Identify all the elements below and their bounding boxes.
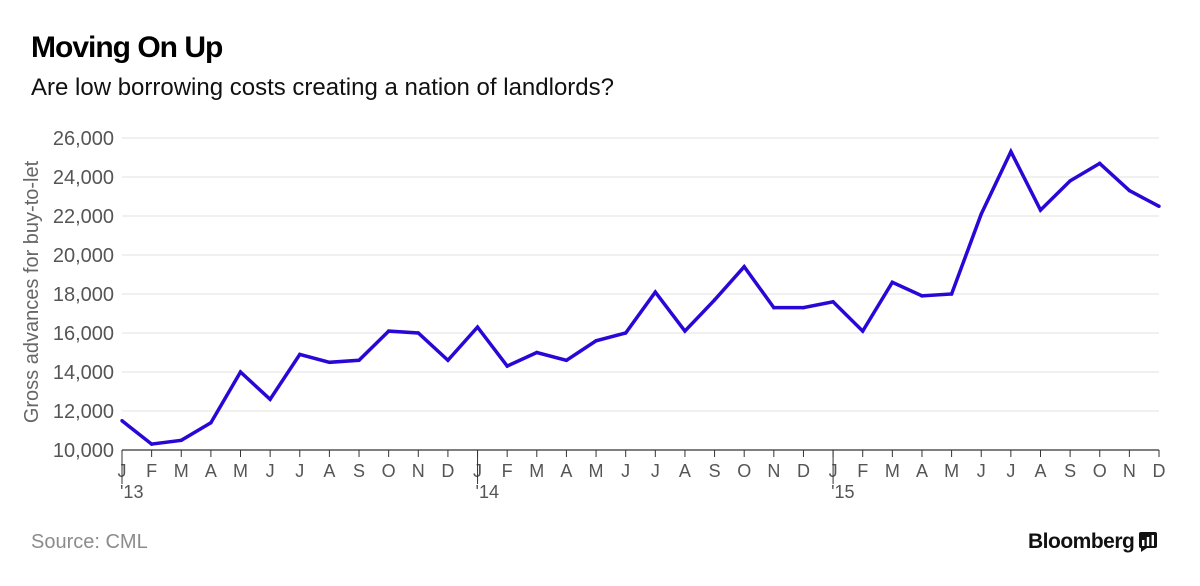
x-tick-label: J [651, 461, 660, 481]
x-tick-label: J [266, 461, 275, 481]
x-tick-label: A [1034, 461, 1046, 481]
data-point [416, 331, 420, 335]
x-tick-label: A [323, 461, 335, 481]
data-point [149, 442, 154, 446]
y-tick-label: 16,000 [53, 323, 114, 345]
y-tick-label: 12,000 [53, 401, 114, 423]
chart-title: Moving On Up [31, 31, 223, 64]
x-tick-label: D [441, 461, 454, 481]
x-tick-label: A [679, 461, 691, 481]
y-tick-label: 10,000 [53, 440, 114, 462]
series-layer [120, 147, 1161, 446]
x-tick-label: M [885, 461, 900, 481]
x-tick-label: S [353, 461, 365, 481]
data-point [1038, 208, 1043, 212]
y-tick-label: 18,000 [53, 284, 114, 306]
data-point [357, 358, 361, 362]
brand-name: Bloomberg [1028, 530, 1135, 553]
data-point [238, 370, 243, 374]
data-point [653, 290, 658, 294]
x-axis: J F M A M J J A S O N D J F M A M J J A S O N D J F M A M J J A S O N D'13 '… [118, 449, 1166, 502]
data-point [179, 438, 183, 442]
data-point [1009, 149, 1013, 154]
data-point [1098, 161, 1102, 166]
series-line [120, 147, 1160, 446]
data-point [1157, 204, 1161, 208]
grid-lines [122, 137, 1159, 412]
y-axis-label: Gross advances for buy-to-let [21, 160, 43, 423]
x-tick-label: S [709, 461, 721, 481]
data-point [268, 397, 272, 401]
x-tick-label: O [1093, 461, 1107, 481]
x-tick-label: M [529, 461, 544, 481]
y-tick-label: 24,000 [53, 167, 114, 189]
x-tick-label: N [1123, 461, 1136, 481]
x-tick-label: A [916, 461, 928, 481]
x-tick-label: J [1006, 461, 1015, 481]
data-point [772, 305, 776, 310]
data-point [564, 358, 569, 362]
x-tick-label: D [1153, 461, 1166, 481]
data-point [920, 294, 924, 298]
x-tick-label: N [412, 461, 425, 481]
x-tick-label: J [977, 461, 986, 481]
data-point [386, 329, 391, 333]
x-tick-label: S [1064, 461, 1076, 481]
x-tick-label: M [233, 461, 248, 481]
year-label: '15 [831, 482, 854, 502]
data-point [801, 305, 806, 310]
x-tick-label: F [146, 461, 157, 481]
x-tick-label: M [589, 461, 604, 481]
data-point [446, 358, 450, 362]
data-point [861, 329, 865, 333]
x-tick-label: D [797, 461, 810, 481]
data-point [298, 352, 302, 357]
data-point [120, 419, 124, 423]
data-point [683, 329, 687, 333]
x-tick-label: M [944, 461, 959, 481]
x-tick-label: A [560, 461, 572, 481]
data-point [831, 300, 835, 304]
data-point [623, 331, 628, 335]
x-tick-label: F [857, 461, 868, 481]
data-point [890, 280, 895, 284]
y-tick-label: 14,000 [53, 362, 114, 384]
x-tick-label: M [174, 461, 189, 481]
data-point [594, 339, 598, 343]
data-point [742, 265, 746, 269]
data-point [209, 421, 213, 425]
bloomberg-logo: Bloomberg [1028, 530, 1158, 554]
x-tick-label: J [621, 461, 630, 481]
x-tick-label: O [382, 461, 396, 481]
data-point [505, 364, 509, 368]
data-point [475, 325, 480, 329]
x-tick-label: A [205, 461, 217, 481]
bloomberg-chart-icon [1139, 532, 1158, 552]
data-point [535, 350, 539, 355]
chart-subtitle: Are low borrowing costs creating a natio… [31, 74, 614, 101]
data-point [1068, 179, 1072, 183]
x-tick-label: N [767, 461, 780, 481]
y-tick-label: 20,000 [53, 245, 114, 267]
x-tick-label: F [502, 461, 513, 481]
source-note: Source: CML [31, 531, 148, 553]
y-tick-label: 22,000 [53, 206, 114, 228]
data-point [327, 360, 332, 364]
y-axis-tick-labels: 10,000 12,000 14,000 16,000 18,000 20,000 22,0… [53, 128, 114, 462]
y-tick-label: 26,000 [53, 128, 114, 150]
data-point [1127, 188, 1132, 193]
data-point [712, 298, 717, 302]
x-tick-label: O [737, 461, 751, 481]
x-tick-label: J [295, 461, 304, 481]
data-point [949, 292, 954, 296]
data-point [979, 212, 983, 216]
year-label: '13 [120, 482, 143, 502]
year-label: '14 [476, 482, 499, 502]
